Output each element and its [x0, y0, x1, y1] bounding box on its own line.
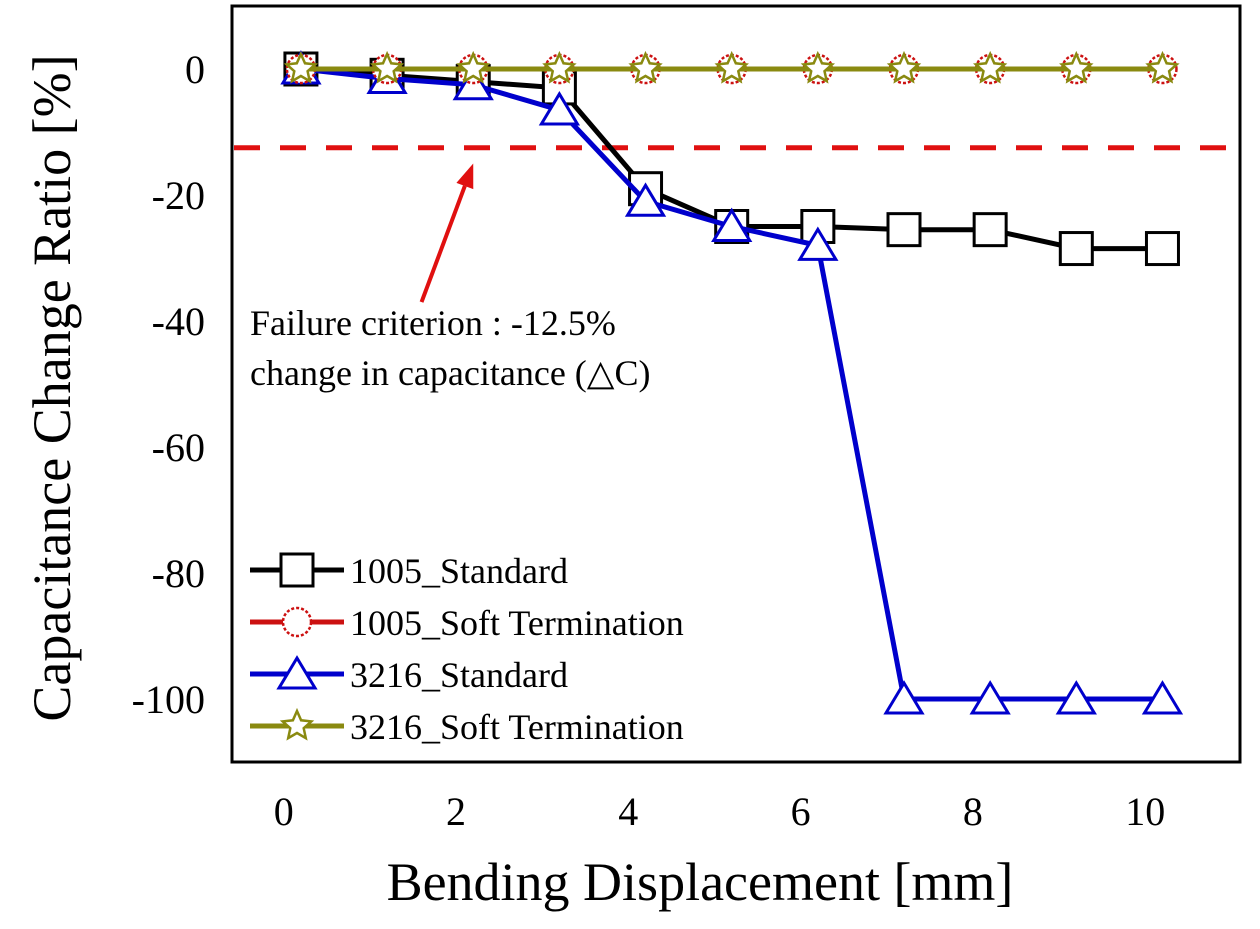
- square-marker: [886, 212, 922, 248]
- y-tick-label: -60: [152, 425, 205, 470]
- triangle-marker: [883, 680, 925, 715]
- triangle-marker: [624, 182, 667, 217]
- star-marker: [1059, 50, 1094, 84]
- x-tick-label: 6: [791, 789, 811, 834]
- legend-item: 3216_Soft Termination: [250, 707, 684, 747]
- legend-label: 3216_Soft Termination: [350, 707, 684, 747]
- triangle-marker: [797, 226, 839, 261]
- x-axis-ticks: 0 2 4 6 8 10: [274, 789, 1166, 834]
- y-axis-title: Capacitance Change Ratio [%]: [22, 54, 82, 721]
- x-tick-label: 4: [618, 789, 638, 834]
- triangle-marker: [711, 207, 753, 242]
- legend-item: 1005_Standard: [250, 551, 568, 591]
- annotation-line-1: Failure criterion : -12.5%: [250, 303, 616, 343]
- y-tick-label: 0: [185, 47, 205, 92]
- annotation: Failure criterion : -12.5% change in cap…: [250, 163, 650, 393]
- x-tick-label: 0: [274, 789, 294, 834]
- triangle-marker: [1141, 680, 1184, 715]
- circle-marker: [281, 606, 313, 638]
- triangle-marker: [1055, 680, 1097, 715]
- annotation-arrow-head: [456, 163, 474, 190]
- triangle-marker: [969, 680, 1011, 715]
- y-tick-label: -100: [132, 677, 205, 722]
- series-3216-standard: [280, 50, 1184, 715]
- plot-frame: [230, 4, 1242, 764]
- triangle-marker: [538, 91, 581, 126]
- star-marker: [1145, 50, 1180, 84]
- legend-item: 3216_Standard: [250, 655, 568, 695]
- legend-label: 1005_Soft Termination: [350, 603, 684, 643]
- y-tick-label: -80: [152, 551, 205, 596]
- series-3216-soft-termination: [283, 50, 1180, 84]
- star-marker: [972, 50, 1008, 84]
- square-marker: [279, 552, 315, 588]
- legend-item: 1005_Soft Termination: [250, 603, 684, 643]
- star-marker: [369, 50, 405, 84]
- x-tick-label: 8: [963, 789, 983, 834]
- legend-label: 3216_Standard: [350, 655, 568, 695]
- square-marker: [1144, 231, 1180, 267]
- y-tick-label: -20: [152, 173, 205, 218]
- star-marker: [714, 50, 749, 84]
- legend: 1005_Standard 1005_Soft Termination 3216_S…: [250, 551, 684, 747]
- annotation-arrow: [419, 185, 467, 303]
- annotation-line-2: change in capacitance (△C): [250, 353, 650, 393]
- triangle-marker: [276, 655, 318, 690]
- legend-label: 1005_Standard: [350, 551, 568, 591]
- y-axis-ticks: 0 -20 -40 -60 -80 -100: [132, 47, 205, 722]
- square-marker: [1058, 231, 1094, 267]
- star-marker: [542, 50, 577, 84]
- star-marker: [279, 707, 315, 741]
- star-marker: [800, 50, 836, 84]
- star-marker: [886, 50, 922, 84]
- x-axis-title: Bending Displacement [mm]: [387, 852, 1014, 912]
- x-tick-label: 2: [446, 789, 466, 834]
- star-marker: [283, 50, 319, 84]
- square-marker: [972, 212, 1008, 248]
- y-tick-label: -40: [152, 299, 205, 344]
- star-marker: [456, 50, 491, 84]
- series-layer: [280, 50, 1184, 715]
- star-marker: [628, 50, 663, 84]
- x-tick-label: 10: [1125, 789, 1165, 834]
